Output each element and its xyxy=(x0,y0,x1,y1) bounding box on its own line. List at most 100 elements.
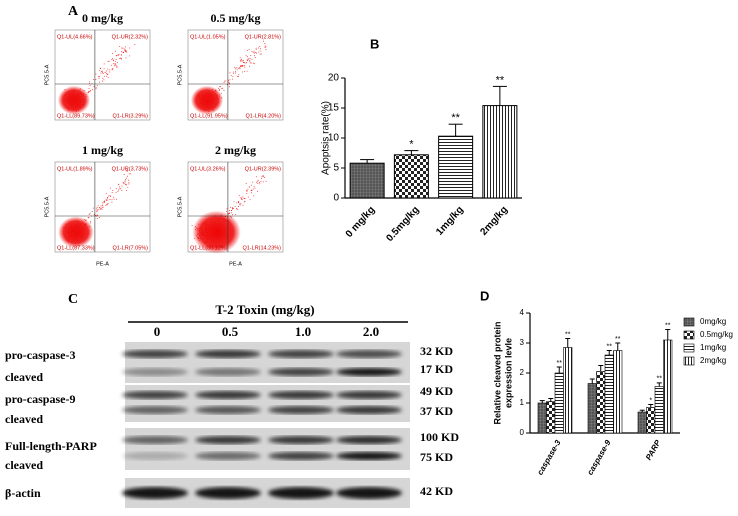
dot xyxy=(234,66,236,68)
band xyxy=(195,436,261,444)
dot xyxy=(248,49,250,50)
row-label: β-actin xyxy=(5,486,41,500)
dot xyxy=(232,73,234,74)
dot xyxy=(73,93,74,95)
dot xyxy=(199,102,201,104)
dot xyxy=(128,182,130,184)
dot xyxy=(250,190,252,191)
dot xyxy=(219,89,220,90)
dot xyxy=(204,235,206,237)
dot xyxy=(221,97,222,99)
significance: ** xyxy=(557,360,563,367)
dot xyxy=(71,93,73,95)
dot xyxy=(199,105,201,107)
y-axis-label: expression levle xyxy=(503,338,513,408)
dot xyxy=(200,94,201,96)
dot xyxy=(78,110,79,112)
dot xyxy=(81,226,83,227)
dot xyxy=(215,241,217,243)
dot xyxy=(112,190,114,191)
band xyxy=(195,391,261,399)
band xyxy=(268,452,334,460)
dot xyxy=(69,96,71,98)
dot xyxy=(204,228,206,230)
dot xyxy=(210,100,211,102)
dot xyxy=(207,235,209,237)
dot xyxy=(67,229,69,231)
dot xyxy=(121,47,123,49)
dot xyxy=(206,231,208,233)
dot xyxy=(127,175,128,177)
dot xyxy=(71,235,72,237)
dot xyxy=(208,228,209,230)
dot xyxy=(72,105,74,107)
dot xyxy=(82,229,84,231)
dot xyxy=(128,179,129,181)
dot xyxy=(107,197,108,199)
dot xyxy=(126,170,128,172)
dot xyxy=(209,100,210,101)
dot xyxy=(252,188,254,190)
dot xyxy=(213,238,215,239)
dot xyxy=(201,101,203,103)
dot xyxy=(111,69,113,71)
dot xyxy=(67,100,69,101)
quadrant-label: Q1-LL(91.95%) xyxy=(190,113,228,119)
dot xyxy=(236,67,238,69)
dot xyxy=(74,99,75,101)
dot xyxy=(66,231,68,233)
dot xyxy=(64,99,65,101)
dot xyxy=(76,228,78,229)
dot xyxy=(201,233,203,235)
dot xyxy=(77,94,78,96)
dot xyxy=(79,231,80,233)
dot xyxy=(107,203,109,204)
dot xyxy=(214,103,216,105)
panel-label: B xyxy=(370,36,379,51)
dot xyxy=(76,236,78,238)
dot xyxy=(68,238,70,240)
dot xyxy=(85,220,87,221)
significance: * xyxy=(649,397,652,404)
dot xyxy=(79,101,81,102)
dot xyxy=(71,98,73,100)
y-axis-label: PC5.5-A xyxy=(177,196,183,217)
dot xyxy=(206,96,208,98)
dot xyxy=(202,234,204,236)
dot xyxy=(204,229,206,231)
dot xyxy=(204,102,206,104)
dot xyxy=(100,72,102,74)
dot xyxy=(80,100,82,102)
band xyxy=(122,368,188,376)
dot xyxy=(213,99,214,101)
bar xyxy=(438,135,474,199)
dot xyxy=(204,228,206,230)
x-tick-label: 0 mg/kg xyxy=(344,204,377,239)
dot xyxy=(75,233,77,235)
band xyxy=(336,436,402,444)
dot xyxy=(126,170,128,171)
dot xyxy=(243,60,244,62)
dot xyxy=(67,227,69,229)
dot xyxy=(213,226,215,228)
dot xyxy=(202,95,203,97)
dot xyxy=(72,102,73,104)
dot xyxy=(260,50,262,52)
dot xyxy=(79,97,81,99)
dot xyxy=(107,203,108,205)
dot xyxy=(202,233,204,235)
dot xyxy=(210,238,211,240)
dot xyxy=(259,183,261,185)
dot xyxy=(122,182,124,183)
bar xyxy=(654,386,664,434)
dot xyxy=(213,228,215,229)
dot xyxy=(73,227,74,228)
dot xyxy=(112,58,113,60)
dot xyxy=(254,187,256,189)
dot xyxy=(78,232,80,233)
dot xyxy=(83,227,85,229)
dot xyxy=(69,93,70,94)
dot xyxy=(199,101,201,103)
dot xyxy=(75,238,77,239)
band xyxy=(122,436,188,444)
